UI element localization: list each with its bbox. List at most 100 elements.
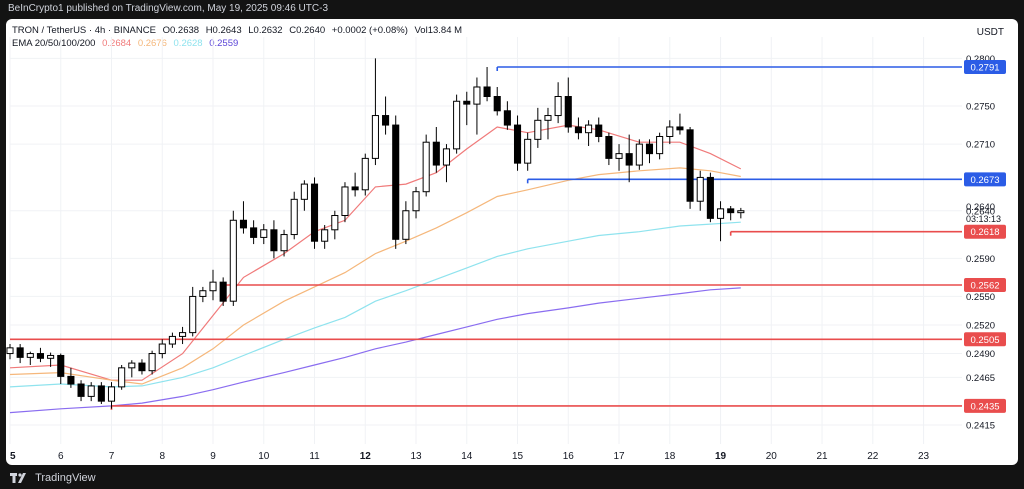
candle[interactable]: [290, 191, 298, 240]
price-axis[interactable]: 0.2415 0.2465 0.2490 0.2520 0.2550 0.2590 0.26…: [964, 54, 1006, 432]
y-tick-label: 0.2640: [966, 206, 995, 217]
candle[interactable]: [696, 170, 704, 211]
candle[interactable]: [321, 225, 329, 249]
candle[interactable]: [585, 120, 593, 147]
candle[interactable]: [605, 132, 613, 166]
candle[interactable]: [534, 107, 542, 148]
candle[interactable]: [371, 58, 379, 166]
candle[interactable]: [686, 126, 694, 209]
candle[interactable]: [331, 210, 339, 240]
level-price-badge[interactable]: 0.2435: [964, 398, 1006, 413]
candle[interactable]: [432, 126, 440, 173]
candle-body: [554, 96, 562, 117]
candle[interactable]: [422, 134, 430, 197]
candle[interactable]: [199, 286, 207, 303]
candle[interactable]: [148, 350, 156, 375]
candle[interactable]: [260, 224, 268, 245]
x-tick-label: 16: [563, 451, 575, 462]
candle[interactable]: [564, 77, 572, 133]
x-tick-label: 7: [109, 451, 115, 462]
candle[interactable]: [158, 339, 166, 359]
price-chart[interactable]: 0.2415 0.2465 0.2490 0.2520 0.2550 0.2590 0.26…: [6, 19, 1018, 465]
candle[interactable]: [544, 107, 552, 140]
candle[interactable]: [453, 94, 461, 154]
candle[interactable]: [513, 115, 522, 171]
candle[interactable]: [473, 77, 481, 135]
candle[interactable]: [392, 115, 400, 249]
level-badge-label: 0.2562: [970, 281, 999, 292]
candle[interactable]: [615, 144, 623, 171]
time-axis[interactable]: 5 6 7 8 9 10 11 12 13 14 15 16 17 18 19 20 21 22 23: [10, 451, 930, 462]
candle[interactable]: [6, 344, 14, 360]
candle[interactable]: [361, 153, 369, 196]
candle[interactable]: [676, 113, 684, 135]
candle[interactable]: [524, 132, 532, 171]
candle[interactable]: [737, 207, 745, 219]
candle[interactable]: [229, 210, 237, 306]
candle[interactable]: [168, 332, 176, 348]
countdown-label: 03:13:13: [966, 214, 1001, 224]
candle[interactable]: [179, 326, 187, 345]
candle[interactable]: [666, 120, 674, 145]
candle[interactable]: [250, 220, 258, 245]
candle[interactable]: [727, 205, 735, 221]
candle[interactable]: [97, 382, 105, 405]
candle[interactable]: [239, 201, 248, 234]
candle[interactable]: [716, 201, 725, 242]
candle[interactable]: [503, 101, 511, 130]
candle[interactable]: [57, 353, 65, 385]
candle[interactable]: [47, 352, 55, 367]
candle[interactable]: [635, 139, 643, 170]
candle[interactable]: [382, 96, 390, 135]
level-price-badge[interactable]: 0.2673: [964, 172, 1006, 187]
candle[interactable]: [16, 344, 24, 364]
candle[interactable]: [463, 91, 471, 126]
candle-body: [250, 227, 258, 238]
tradingview-logo-icon: [10, 473, 26, 484]
level-price-badge[interactable]: 0.2505: [964, 332, 1006, 347]
candle[interactable]: [77, 380, 85, 402]
level-price-badge[interactable]: 0.2791: [964, 59, 1006, 74]
symbol-label[interactable]: TRON / TetherUS · 4h · BINANCE: [12, 25, 156, 36]
candle[interactable]: [118, 364, 126, 390]
candle[interactable]: [67, 367, 75, 388]
level-price-badge[interactable]: 0.2562: [964, 278, 1006, 293]
ema-legend[interactable]: EMA 20/50/100/200 0.2684 0.2676 0.2628 0…: [12, 38, 238, 49]
candle[interactable]: [128, 360, 136, 378]
candle[interactable]: [87, 382, 95, 402]
candle[interactable]: [189, 286, 197, 337]
candle[interactable]: [26, 351, 34, 365]
candle[interactable]: [209, 269, 217, 301]
candle[interactable]: [270, 220, 278, 259]
chart-panel[interactable]: TRON / TetherUS · 4h · BINANCE O0.2638 H…: [6, 19, 1018, 465]
grid: [9, 37, 962, 444]
candle[interactable]: [645, 139, 654, 164]
candle[interactable]: [351, 172, 359, 197]
candle[interactable]: [310, 177, 319, 249]
level-price-badge[interactable]: 0.2618: [964, 224, 1006, 239]
candle[interactable]: [574, 117, 582, 140]
candle[interactable]: [483, 66, 491, 102]
candle[interactable]: [36, 347, 44, 363]
candle[interactable]: [412, 186, 420, 219]
candle[interactable]: [107, 382, 116, 409]
ema20-value: 0.2684: [102, 38, 132, 49]
candle[interactable]: [402, 201, 410, 245]
candle-body: [727, 208, 735, 214]
candle[interactable]: [280, 229, 288, 257]
candle[interactable]: [219, 277, 227, 306]
candle[interactable]: [656, 132, 664, 160]
candle-body: [331, 215, 339, 231]
candle[interactable]: [554, 82, 562, 124]
candle-body: [412, 191, 420, 212]
currency-label[interactable]: USDT: [976, 27, 1004, 38]
candle[interactable]: [341, 182, 349, 223]
candle[interactable]: [625, 134, 633, 183]
candle[interactable]: [442, 144, 451, 183]
candle[interactable]: [493, 86, 501, 116]
candle[interactable]: [706, 172, 714, 223]
candle[interactable]: [300, 180, 308, 211]
candle[interactable]: [595, 117, 603, 143]
candle[interactable]: [138, 359, 146, 375]
